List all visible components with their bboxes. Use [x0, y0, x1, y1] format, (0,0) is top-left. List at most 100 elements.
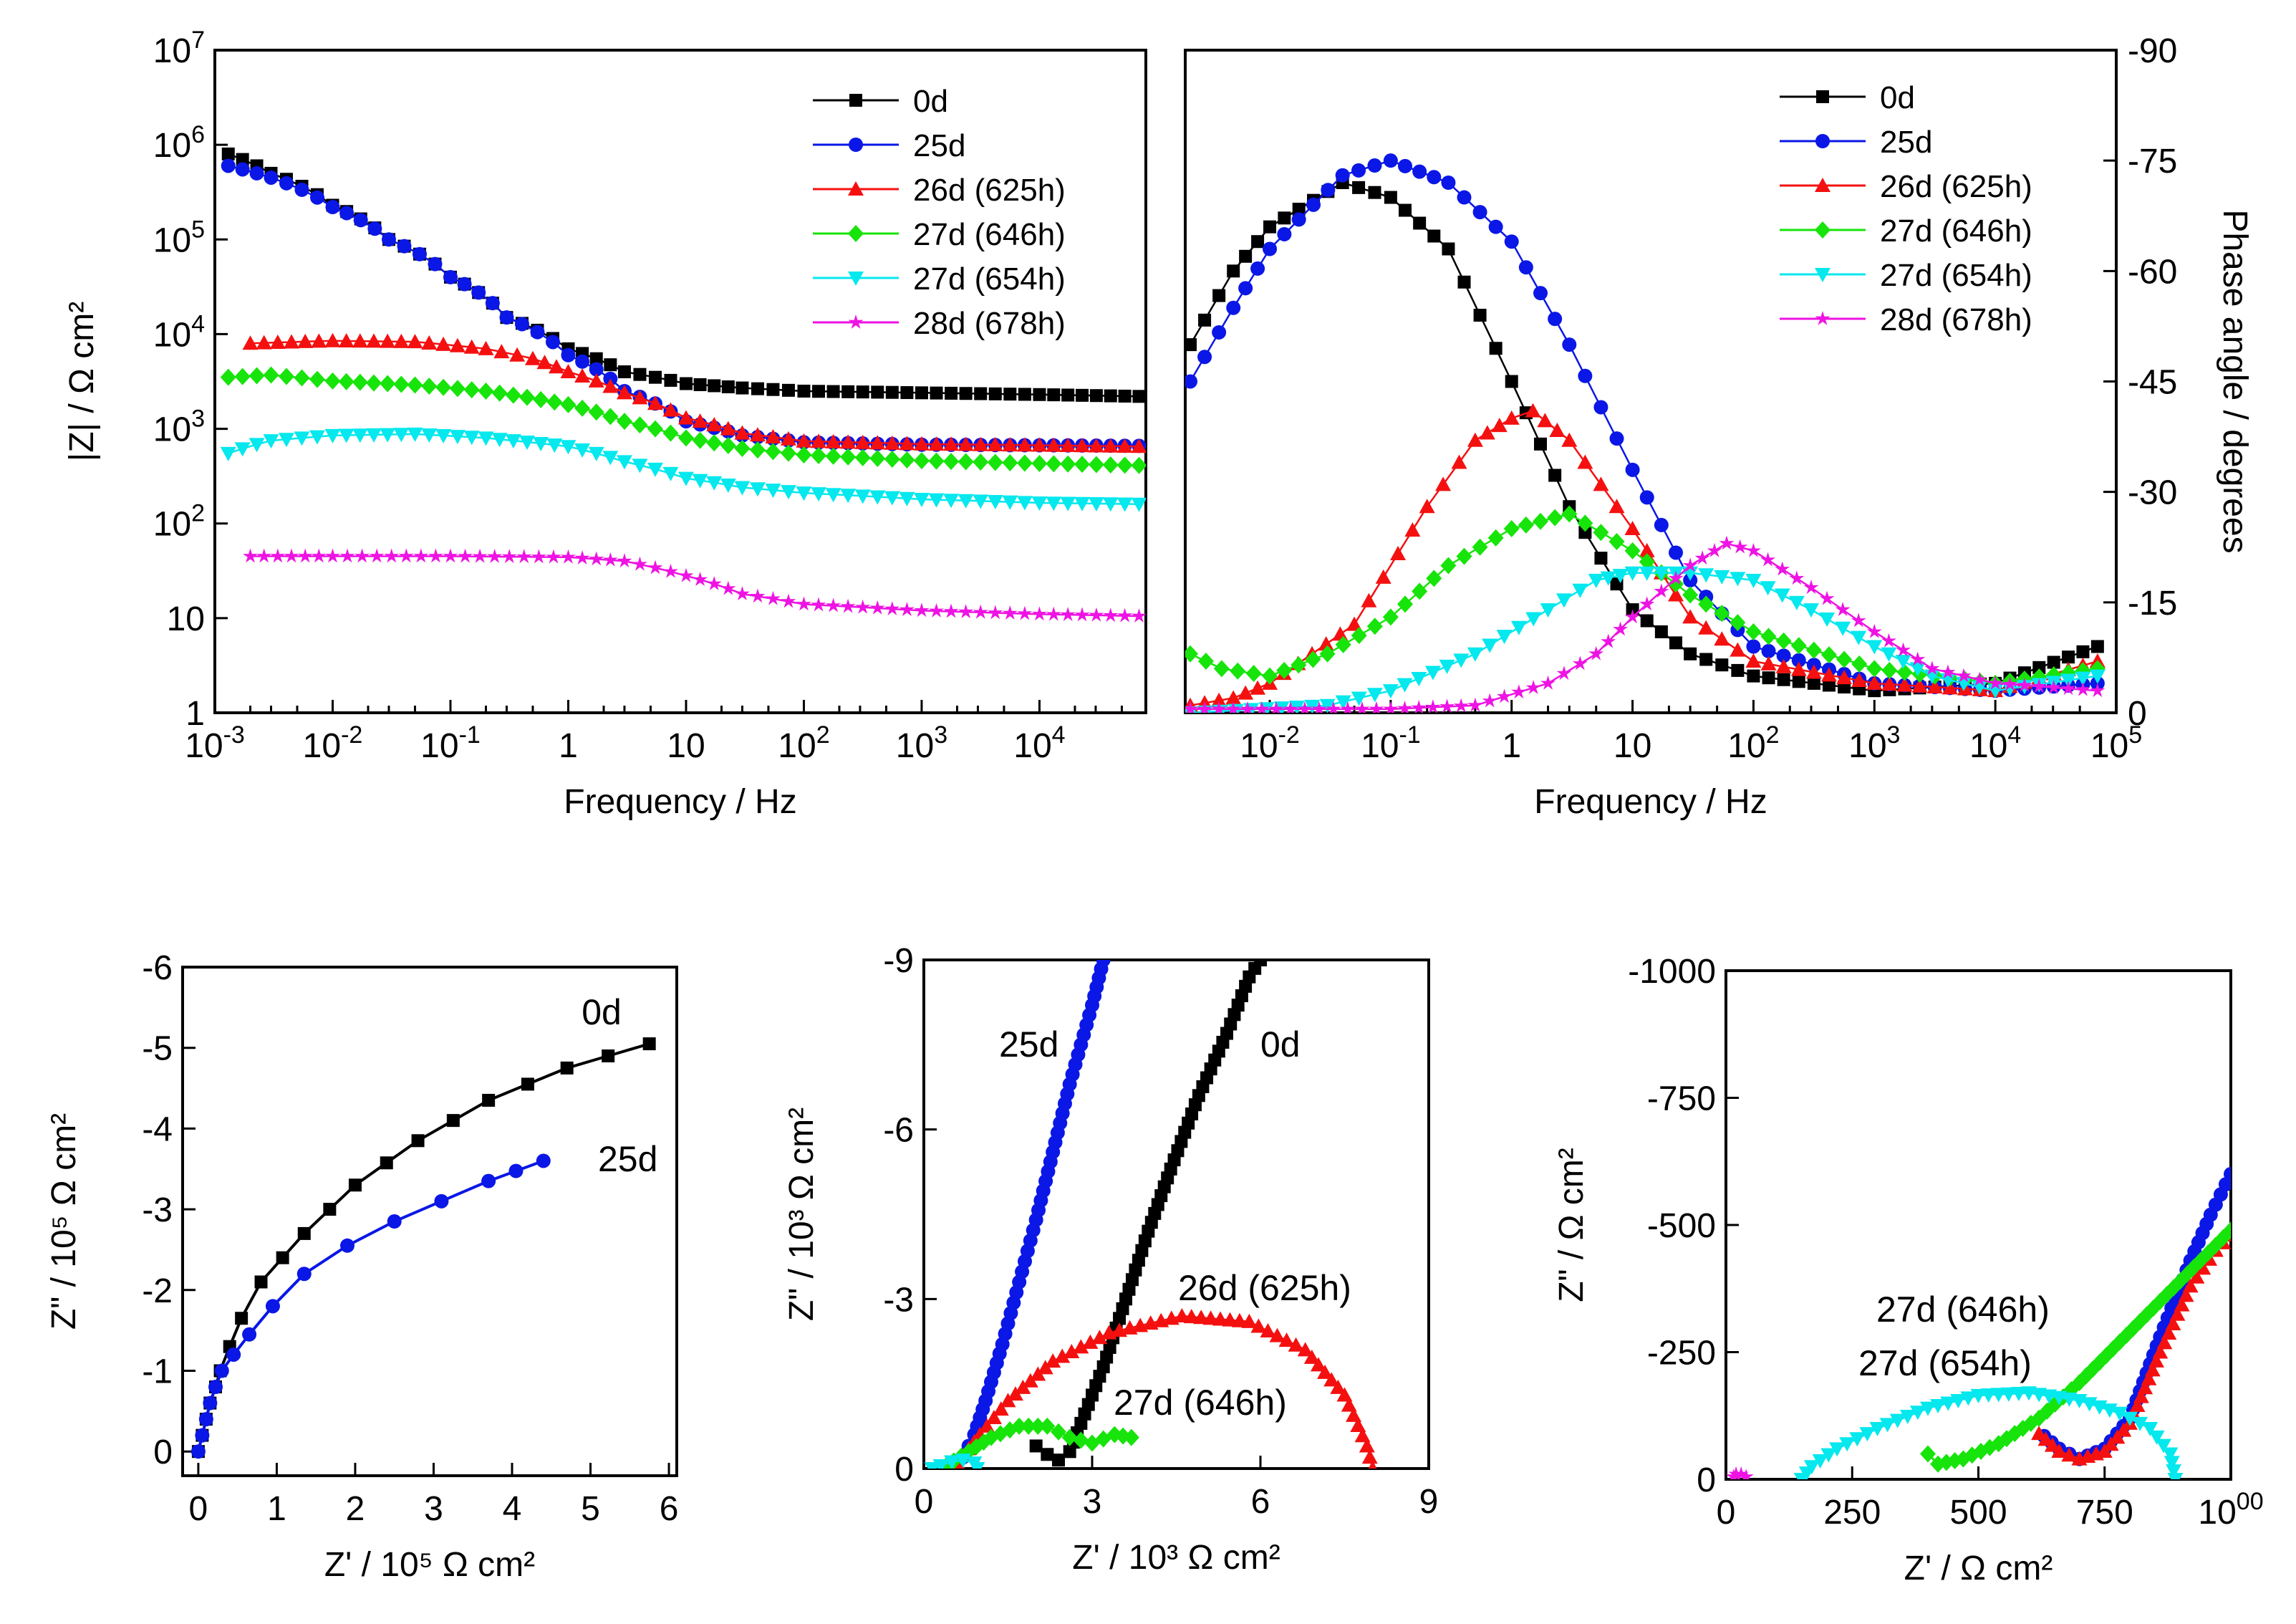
data-point [720, 421, 736, 436]
data-point [1503, 520, 1520, 538]
data-point [1361, 592, 1377, 607]
data-point [1123, 1428, 1139, 1446]
data-point [1354, 1428, 1371, 1443]
data-point [198, 1412, 213, 1427]
data-point [352, 428, 368, 443]
data-point [1212, 1311, 1229, 1326]
data-point [1572, 655, 1588, 671]
data-point [1777, 673, 1790, 686]
data-point [1304, 699, 1321, 713]
series-27d-646h- [1185, 505, 2106, 692]
data-point [294, 431, 310, 446]
series-27d-654h- [220, 427, 1146, 512]
x-tick-label: 10-1 [1361, 721, 1421, 765]
data-point [365, 428, 382, 443]
data-point [1556, 666, 1572, 681]
data-point [1472, 205, 1487, 220]
series-line [196, 1042, 650, 1452]
data-point [1116, 1302, 1129, 1315]
data-point [1100, 1350, 1114, 1364]
annotation: 25d [999, 1024, 1058, 1065]
data-point [766, 383, 780, 396]
data-point [1639, 566, 1655, 581]
data-point [1482, 693, 1497, 708]
data-point [1439, 698, 1455, 713]
data-point [1881, 647, 1897, 662]
x-tick-label: 1000 [2198, 1488, 2263, 1532]
data-point [1625, 462, 1640, 477]
data-point [1525, 403, 1541, 418]
data-point [491, 384, 508, 402]
series-26d-625h- [2031, 1227, 2231, 1466]
data-point [2174, 1297, 2190, 1312]
data-point [1131, 456, 1146, 474]
series-0d [1185, 176, 2104, 698]
data-point [840, 598, 856, 613]
series-28d-678h- [1185, 535, 2106, 713]
data-point [1807, 676, 1820, 690]
data-point [235, 162, 250, 177]
data-point [943, 494, 960, 509]
data-point [1346, 616, 1363, 631]
data-point [1920, 1445, 1936, 1463]
data-point [338, 428, 354, 443]
x-tick-label: 1 [267, 1490, 286, 1528]
data-point [1457, 275, 1471, 289]
data-point [749, 482, 766, 497]
data-point [988, 387, 1002, 400]
data-point [2182, 1278, 2199, 1293]
data-point [1746, 542, 1761, 557]
data-point [750, 588, 766, 603]
data-point [1088, 438, 1104, 453]
data-point [1076, 388, 1089, 402]
data-point [749, 441, 766, 459]
data-point [1577, 514, 1593, 532]
data-point [1869, 1422, 1886, 1436]
data-point [2046, 679, 2062, 694]
data-point [2075, 681, 2090, 696]
data-point [270, 548, 286, 563]
data-point [1198, 313, 1212, 327]
data-point [1046, 437, 1062, 452]
y-axis-label: Z" / 10³ Ω cm² [783, 1108, 821, 1321]
data-point [855, 599, 871, 614]
data-point [899, 436, 915, 451]
data-point [221, 158, 236, 173]
data-point [1103, 1340, 1116, 1354]
data-point [1089, 607, 1104, 622]
data-point [435, 378, 452, 396]
data-point [1197, 653, 1214, 671]
data-point [463, 339, 480, 354]
legend: 0d 25d 26d (625h) 27d (646h) 27d (654h) 28d (… [1780, 80, 2032, 337]
data-point [1303, 1349, 1320, 1364]
data-point [1497, 688, 1512, 703]
data-point [309, 190, 324, 205]
data-point [284, 548, 299, 563]
data-point [1790, 637, 1807, 655]
legend-marker [849, 138, 863, 152]
data-point [1382, 608, 1399, 626]
data-point [735, 381, 749, 395]
annotation: 0d [1260, 1024, 1301, 1065]
data-point [1185, 338, 1197, 352]
data-point [1791, 653, 1806, 668]
data-point [1399, 203, 1412, 217]
data-point [589, 352, 603, 365]
data-point [602, 451, 619, 466]
data-point [1639, 596, 1655, 611]
data-point [1972, 671, 1987, 686]
data-point [721, 380, 735, 393]
data-point [734, 481, 751, 496]
data-point [943, 453, 960, 471]
data-point [1940, 1396, 1957, 1411]
y-tick-label: 0 [2128, 695, 2147, 733]
plot-frame [1184, 49, 2118, 714]
data-point [2051, 1443, 2068, 1458]
data-point [1534, 437, 1548, 451]
data-point [1116, 497, 1133, 512]
data-point [720, 478, 736, 493]
data-point [1805, 664, 1822, 679]
x-tick-label: 1 [1502, 727, 1521, 765]
data-point [471, 285, 486, 300]
